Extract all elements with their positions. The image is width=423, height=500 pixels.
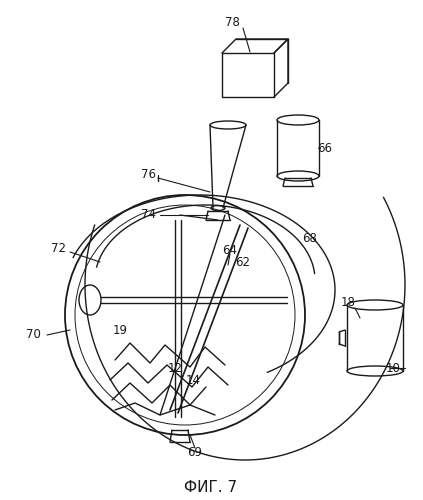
Text: 66: 66 — [318, 142, 332, 154]
Text: 62: 62 — [236, 256, 250, 270]
Text: 12: 12 — [168, 362, 182, 374]
Text: 18: 18 — [341, 296, 355, 310]
Text: 70: 70 — [25, 328, 41, 342]
Text: ФИГ. 7: ФИГ. 7 — [184, 480, 238, 494]
Text: 69: 69 — [187, 446, 203, 458]
Text: 72: 72 — [50, 242, 66, 254]
Text: 78: 78 — [225, 16, 239, 28]
Text: 19: 19 — [113, 324, 127, 336]
Text: 76: 76 — [140, 168, 156, 181]
Text: 14: 14 — [186, 374, 201, 386]
Text: 64: 64 — [222, 244, 237, 256]
Text: 10: 10 — [385, 362, 401, 374]
Text: 74: 74 — [140, 208, 156, 222]
Text: 68: 68 — [302, 232, 317, 244]
